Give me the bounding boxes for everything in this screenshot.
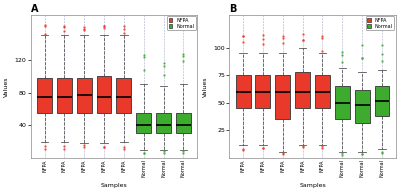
Y-axis label: Values: Values: [203, 76, 208, 97]
PathPatch shape: [275, 75, 290, 119]
PathPatch shape: [97, 76, 112, 113]
Text: B: B: [229, 4, 236, 14]
Text: A: A: [31, 4, 38, 14]
X-axis label: Samples: Samples: [100, 183, 127, 188]
PathPatch shape: [116, 78, 131, 113]
PathPatch shape: [335, 86, 350, 119]
PathPatch shape: [57, 78, 72, 113]
X-axis label: Samples: Samples: [299, 183, 326, 188]
PathPatch shape: [355, 90, 370, 123]
PathPatch shape: [315, 75, 330, 108]
PathPatch shape: [236, 75, 250, 108]
PathPatch shape: [176, 113, 191, 133]
Legend: NFPA, Normal: NFPA, Normal: [167, 16, 196, 30]
PathPatch shape: [77, 78, 92, 113]
PathPatch shape: [136, 113, 151, 133]
Y-axis label: Values: Values: [4, 76, 9, 97]
PathPatch shape: [256, 75, 270, 108]
PathPatch shape: [374, 86, 389, 116]
PathPatch shape: [37, 78, 52, 113]
PathPatch shape: [295, 72, 310, 108]
PathPatch shape: [156, 113, 171, 133]
Legend: NFPA, Normal: NFPA, Normal: [366, 16, 394, 30]
